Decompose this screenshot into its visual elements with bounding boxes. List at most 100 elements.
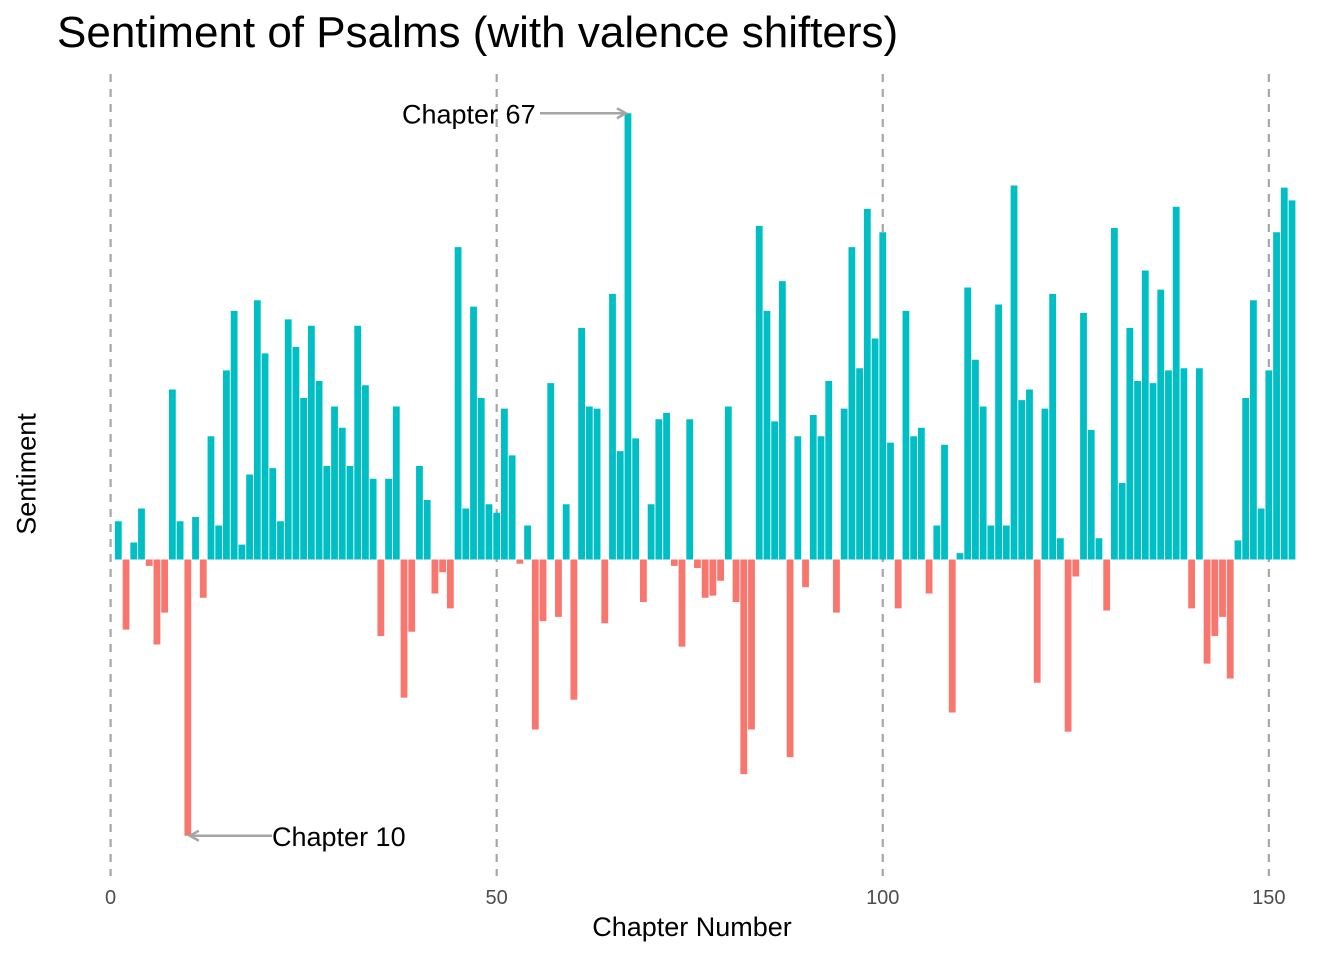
bar-chapter-87	[778, 281, 786, 560]
bar-chapter-111	[964, 287, 972, 560]
bar-chapter-127	[1087, 429, 1095, 560]
bar-chapter-23	[284, 319, 292, 560]
bar-chapter-104	[910, 436, 918, 560]
bar-chapter-150	[1265, 370, 1273, 560]
bar-chapter-122	[1049, 293, 1057, 560]
bar-chapter-37	[392, 406, 400, 560]
bar-chapter-55	[531, 559, 539, 730]
bar-chapter-125	[1072, 559, 1080, 577]
x-tick-labels: 0 50 100 150	[105, 887, 1285, 909]
bar-chapter-5	[145, 559, 153, 566]
bar-chapter-18	[246, 474, 253, 560]
bar-chapter-42	[431, 559, 439, 594]
bar-chapter-100	[879, 232, 887, 560]
bar-chapter-94	[833, 559, 840, 613]
bar-chapter-98	[863, 208, 871, 560]
bar-chapter-32	[354, 325, 362, 560]
bar-chapter-16	[230, 310, 238, 560]
bar-chapter-49	[485, 504, 493, 560]
bar-chapter-145	[1226, 559, 1234, 679]
y-axis-label: Sentiment	[11, 413, 42, 535]
bar-chapter-149	[1257, 508, 1265, 560]
bar-chapter-153	[1288, 200, 1296, 560]
bar-chapter-47	[470, 306, 477, 560]
bar-chapter-71	[655, 419, 663, 560]
bar-chapter-84	[755, 225, 763, 560]
bar-chapter-89	[794, 436, 802, 560]
bar-chapter-39	[408, 559, 416, 632]
bar-chapter-24	[292, 347, 300, 560]
bar-chapter-141	[1195, 368, 1203, 560]
bar-chapter-58	[555, 559, 562, 617]
bar-chapter-51	[501, 408, 508, 560]
bar-chapter-139	[1180, 368, 1188, 560]
bar-chapter-14	[215, 525, 223, 560]
bar-chapter-61	[578, 327, 586, 560]
bar-chapter-78	[709, 559, 717, 596]
bar-chapter-27	[315, 381, 323, 560]
bar-chapter-129	[1103, 559, 1111, 611]
bar-chapter-19	[253, 300, 261, 560]
bar-chapter-138	[1172, 206, 1180, 560]
bar-chapter-22	[277, 521, 284, 560]
bar-chapter-143	[1211, 559, 1219, 636]
bar-chapter-67	[624, 113, 632, 560]
bar-chapter-3	[130, 542, 138, 560]
bar-chapter-52	[508, 455, 516, 560]
bar-chapter-97	[856, 368, 863, 560]
bar-chapter-118	[1018, 400, 1026, 560]
bar-chapter-123	[1056, 538, 1064, 560]
bar-chapter-107	[933, 525, 941, 560]
bar-chapter-20	[261, 353, 269, 560]
bar-chapter-68	[632, 438, 640, 560]
x-tick-label: 150	[1252, 887, 1285, 909]
bar-chapter-99	[871, 338, 879, 560]
chart-title: Sentiment of Psalms (with valence shifte…	[57, 8, 899, 57]
bar-chapter-110	[956, 553, 964, 560]
bar-chapter-66	[616, 451, 624, 560]
bar-chapter-53	[516, 559, 524, 564]
bar-chapter-56	[539, 559, 547, 622]
bar-chapter-38	[400, 559, 408, 698]
bar-chapter-1	[114, 521, 122, 560]
bar-chapter-92	[817, 436, 825, 560]
bar-chapter-85	[763, 310, 771, 560]
bars	[114, 113, 1296, 836]
bar-chapter-2	[122, 559, 130, 630]
bar-chapter-33	[362, 385, 369, 560]
bar-chapter-44	[446, 559, 454, 609]
bar-chapter-57	[547, 383, 555, 560]
bar-chapter-30	[338, 427, 346, 560]
bar-chapter-124	[1064, 559, 1072, 732]
bar-chapter-102	[894, 559, 902, 609]
bar-chapter-48	[477, 398, 485, 560]
annotations: Chapter 67 Chapter 10	[190, 99, 626, 852]
bar-chapter-12	[199, 559, 207, 598]
bar-chapter-77	[701, 559, 709, 598]
x-tick-label: 50	[486, 887, 508, 909]
bar-chapter-148	[1250, 300, 1257, 560]
bar-chapter-136	[1157, 289, 1165, 560]
annotation-label-chapter-67: Chapter 67	[402, 99, 536, 129]
bar-chapter-40	[416, 466, 423, 560]
bar-chapter-82	[740, 559, 748, 775]
bar-chapter-108	[941, 444, 948, 560]
bar-chapter-8	[168, 389, 176, 560]
bar-chapter-25	[300, 398, 308, 560]
bar-chapter-35	[377, 559, 385, 636]
bar-chapter-134	[1141, 270, 1149, 560]
bar-chapter-140	[1188, 559, 1196, 609]
bar-chapter-114	[987, 525, 995, 560]
bar-chapter-46	[462, 508, 470, 560]
bar-chapter-64	[601, 559, 609, 624]
bar-chapter-91	[809, 415, 817, 560]
bar-chapter-26	[307, 325, 315, 560]
bar-chapter-41	[423, 500, 431, 560]
bar-chapter-90	[802, 559, 809, 588]
bar-chapter-31	[346, 466, 354, 560]
bar-chapter-115	[995, 304, 1002, 560]
bar-chapter-120	[1033, 559, 1041, 683]
bar-chapter-103	[902, 310, 910, 560]
bar-chapter-29	[331, 406, 338, 560]
